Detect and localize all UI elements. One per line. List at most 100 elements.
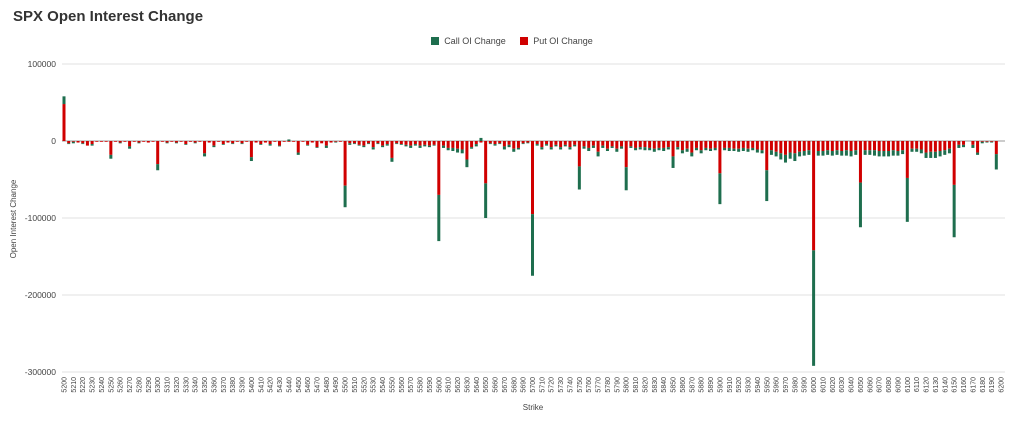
- bar-call-6190[interactable]: [990, 141, 994, 143]
- bar-put-5215[interactable]: [76, 141, 80, 143]
- bar-call-5380[interactable]: [231, 143, 235, 145]
- bar-call-5585[interactable]: [423, 144, 427, 147]
- bar-put-5435[interactable]: [282, 141, 286, 142]
- bar-put-5300[interactable]: [156, 141, 160, 165]
- bar-call-5350[interactable]: [203, 153, 207, 157]
- bar-put-5295[interactable]: [151, 141, 155, 142]
- bar-put-5505[interactable]: [348, 141, 352, 144]
- bar-call-5935[interactable]: [751, 147, 755, 151]
- bar-call-5360[interactable]: [212, 145, 216, 148]
- bar-call-5755[interactable]: [582, 146, 586, 149]
- bar-call-5535[interactable]: [376, 143, 380, 145]
- bar-call-5260[interactable]: [118, 142, 122, 144]
- bar-call-5250[interactable]: [109, 154, 113, 159]
- bar-put-6065[interactable]: [873, 141, 877, 151]
- bar-put-5545[interactable]: [385, 141, 389, 145]
- bar-put-5855[interactable]: [676, 141, 680, 148]
- bar-call-5925[interactable]: [741, 147, 745, 152]
- bar-put-6035[interactable]: [844, 141, 848, 151]
- bar-put-5815[interactable]: [638, 141, 642, 148]
- bar-put-5340[interactable]: [193, 141, 197, 143]
- bar-call-5590[interactable]: [427, 145, 431, 148]
- bar-call-6130[interactable]: [933, 151, 937, 158]
- bar-put-5840[interactable]: [662, 141, 666, 148]
- bar-call-5640[interactable]: [474, 144, 478, 147]
- bar-call-5620[interactable]: [456, 148, 460, 153]
- bar-put-6045[interactable]: [854, 141, 858, 151]
- bar-put-6170[interactable]: [971, 141, 975, 145]
- bar-put-6055[interactable]: [863, 141, 867, 151]
- bar-call-5895[interactable]: [713, 147, 717, 151]
- bar-put-5870[interactable]: [690, 141, 694, 153]
- bar-call-5910[interactable]: [727, 147, 731, 152]
- bar-put-5585[interactable]: [423, 141, 427, 145]
- bar-put-5790[interactable]: [615, 141, 619, 149]
- bar-put-5320[interactable]: [174, 141, 178, 143]
- bar-call-5790[interactable]: [615, 148, 619, 152]
- bar-call-5510[interactable]: [352, 143, 356, 145]
- bar-call-6195[interactable]: [994, 154, 998, 170]
- bar-put-6030[interactable]: [840, 141, 844, 152]
- bar-call-5745[interactable]: [573, 144, 577, 147]
- bar-put-5375[interactable]: [226, 141, 230, 143]
- bar-put-5805[interactable]: [629, 141, 633, 147]
- bar-call-5785[interactable]: [610, 146, 614, 148]
- bar-put-6075[interactable]: [882, 141, 886, 152]
- bar-call-5530[interactable]: [371, 147, 375, 150]
- bar-call-5770[interactable]: [596, 151, 600, 157]
- bar-call-5660[interactable]: [493, 144, 497, 146]
- bar-put-6155[interactable]: [957, 141, 961, 145]
- bar-put-5655[interactable]: [488, 141, 492, 144]
- bar-call-5845[interactable]: [666, 147, 670, 150]
- bar-call-5875[interactable]: [694, 147, 698, 151]
- bar-put-5455[interactable]: [301, 141, 305, 142]
- bar-put-6060[interactable]: [868, 141, 872, 151]
- bar-call-5310[interactable]: [165, 142, 169, 144]
- bar-put-6195[interactable]: [994, 141, 998, 155]
- bar-call-6180[interactable]: [980, 141, 984, 144]
- bar-put-5485[interactable]: [329, 141, 333, 143]
- bar-call-5900[interactable]: [718, 173, 722, 205]
- bar-put-6105[interactable]: [910, 141, 914, 149]
- bar-put-5990[interactable]: [802, 141, 806, 152]
- bar-put-6140[interactable]: [943, 141, 947, 151]
- bar-call-5885[interactable]: [704, 147, 708, 151]
- bar-call-6080[interactable]: [887, 151, 891, 157]
- bar-put-5475[interactable]: [320, 141, 324, 144]
- bar-put-6100[interactable]: [905, 141, 909, 178]
- bar-call-5390[interactable]: [240, 143, 244, 145]
- bar-put-5460[interactable]: [306, 141, 310, 145]
- bar-call-5665[interactable]: [498, 143, 502, 145]
- bar-call-5840[interactable]: [662, 147, 666, 152]
- bar-put-5555[interactable]: [395, 141, 399, 144]
- bar-call-5710[interactable]: [540, 147, 544, 150]
- bar-put-5760[interactable]: [587, 141, 591, 148]
- bar-put-5610[interactable]: [446, 141, 450, 148]
- bar-call-5945[interactable]: [760, 150, 764, 154]
- bar-put-5670[interactable]: [502, 141, 506, 147]
- bar-call-5200[interactable]: [62, 96, 66, 105]
- bar-put-5630[interactable]: [465, 141, 469, 160]
- bar-put-5400[interactable]: [249, 141, 253, 158]
- bar-call-5515[interactable]: [357, 144, 361, 146]
- bar-call-6060[interactable]: [868, 150, 872, 155]
- bar-put-5710[interactable]: [540, 141, 544, 148]
- bar-call-5955[interactable]: [769, 150, 773, 155]
- bar-call-5715[interactable]: [545, 144, 549, 146]
- bar-call-5490[interactable]: [334, 141, 338, 143]
- bar-put-5510[interactable]: [352, 141, 356, 144]
- bar-call-6045[interactable]: [854, 150, 858, 155]
- bar-call-5625[interactable]: [460, 149, 464, 154]
- bar-put-5625[interactable]: [460, 141, 464, 150]
- bar-put-5960[interactable]: [774, 141, 778, 152]
- bar-call-5675[interactable]: [507, 144, 511, 148]
- bar-put-5755[interactable]: [582, 141, 586, 147]
- bar-put-5380[interactable]: [231, 141, 235, 144]
- bar-put-6080[interactable]: [887, 141, 891, 152]
- bar-call-5230[interactable]: [90, 144, 94, 146]
- bar-call-5460[interactable]: [306, 144, 310, 146]
- bar-call-6010[interactable]: [821, 151, 825, 156]
- bar-call-6150[interactable]: [952, 184, 956, 238]
- bar-put-5490[interactable]: [334, 141, 338, 142]
- bar-call-6120[interactable]: [924, 152, 928, 158]
